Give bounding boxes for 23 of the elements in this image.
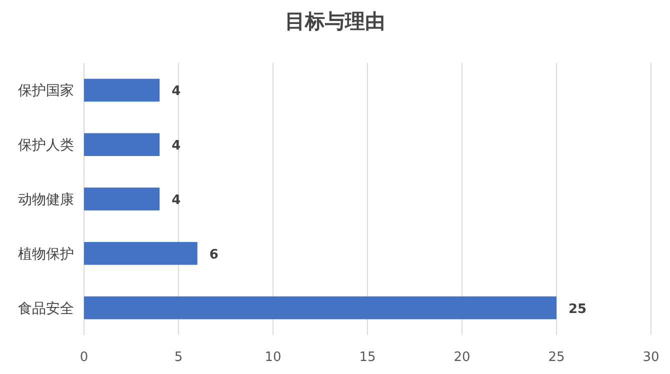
y-tick-label: 食品安全 xyxy=(18,300,74,317)
bar xyxy=(84,242,198,265)
x-tick-label: 25 xyxy=(548,350,565,365)
x-tick-label: 30 xyxy=(642,350,660,365)
data-label: 6 xyxy=(209,247,218,262)
y-tick-label: 植物保护 xyxy=(18,246,74,262)
chart-title: 目标与理由 xyxy=(285,9,385,33)
x-tick-label: 0 xyxy=(80,350,88,365)
bar xyxy=(84,78,160,102)
x-tick-label: 15 xyxy=(359,350,376,365)
x-tick-label: 10 xyxy=(264,350,282,365)
data-label: 25 xyxy=(568,302,587,317)
y-tick-label: 动物健康 xyxy=(18,192,74,208)
data-label: 4 xyxy=(172,138,181,154)
data-label: 4 xyxy=(172,193,181,208)
x-tick-label: 5 xyxy=(174,350,183,365)
y-tick-label: 保护国家 xyxy=(18,83,74,100)
bar xyxy=(84,188,160,210)
bar xyxy=(84,296,556,320)
bar xyxy=(84,133,160,156)
x-tick-label: 20 xyxy=(454,350,470,365)
y-tick-label: 保护人类 xyxy=(18,138,74,154)
data-label: 4 xyxy=(172,84,181,100)
